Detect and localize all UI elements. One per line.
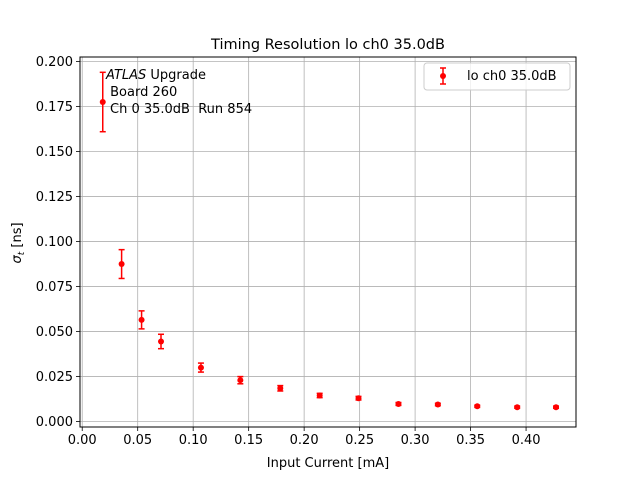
annotation-experiment-suffix: Upgrade [146,68,206,83]
y-axis-label-symbol: σ [10,255,25,264]
data-marker [237,377,244,384]
x-tick-label: 0.40 [512,433,541,448]
y-tick-label: 0.075 [36,280,73,295]
y-axis-label-unit: [ns] [10,222,25,251]
data-marker [138,316,145,323]
data-marker [118,261,125,268]
data-point [474,403,481,410]
data-marker [514,404,521,411]
data-point [158,333,165,350]
y-tick-label: 0.100 [36,235,73,250]
legend: lo ch0 35.0dB [423,62,571,91]
data-marker [277,385,284,392]
data-marker [197,364,204,371]
data-point [434,401,441,408]
legend-marker [440,67,446,85]
y-tick-label: 0.125 [36,190,73,205]
annotation-run: Ch 0 35.0dB Run 854 [110,102,252,117]
data-point [118,248,125,280]
data-marker [355,395,362,402]
x-tick-label: 0.25 [345,433,374,448]
plot-area-frame [79,56,577,428]
chart-title: Timing Resolution lo ch0 35.0dB [210,37,445,53]
data-point [395,400,402,407]
x-tick-label: 0.00 [68,433,97,448]
y-tick-label: 0.050 [36,325,73,340]
y-axis-label: σt [ns] [10,222,27,263]
y-axis-label-subscript: t [17,251,27,255]
data-point [553,404,560,411]
annotation-board: Board 260 [106,85,177,100]
data-point [138,310,145,330]
data-marker [158,338,165,345]
x-tick-label: 0.15 [234,433,263,448]
data-marker [316,392,323,399]
y-tick-label: 0.000 [36,415,73,430]
data-marker [474,403,481,410]
y-tick-label: 0.025 [36,370,73,385]
data-marker [99,99,106,106]
data-point [514,404,521,411]
x-axis-label: Input Current [mA] [267,456,389,471]
x-tick-label: 0.10 [179,433,208,448]
legend-box [423,62,571,91]
y-tick-label: 0.200 [36,55,73,70]
data-marker [395,400,402,407]
grid [80,57,576,427]
x-tick-label: 0.30 [401,433,430,448]
data-series [99,71,560,411]
data-point [316,392,323,399]
x-tick-label: 0.20 [290,433,319,448]
data-point [237,375,244,385]
y-tick-label: 0.150 [36,145,73,160]
data-point [277,384,284,392]
y-tick-label: 0.175 [36,100,73,115]
data-point [99,71,106,133]
data-point [355,395,362,402]
svg-text:ATLAS Upgrade: ATLAS Upgrade [105,68,206,83]
atlas-annotation: ATLAS Upgrade Board 260 Ch 0 35.0dB Run … [105,68,252,117]
legend-dot [440,73,446,79]
x-tick-label: 0.35 [456,433,485,448]
data-marker [553,404,560,411]
annotation-experiment: ATLAS [105,68,146,83]
data-point [197,362,204,373]
x-axis-ticks: 0.00 0.05 0.10 0.15 0.20 0.25 0.30 0.35 0.40 [68,427,541,448]
y-axis-ticks: 0.000 0.025 0.050 0.075 0.100 0.125 0.150 0.175… [36,55,80,430]
data-marker [434,401,441,408]
x-tick-label: 0.05 [123,433,152,448]
legend-label: lo ch0 35.0dB [467,69,557,84]
